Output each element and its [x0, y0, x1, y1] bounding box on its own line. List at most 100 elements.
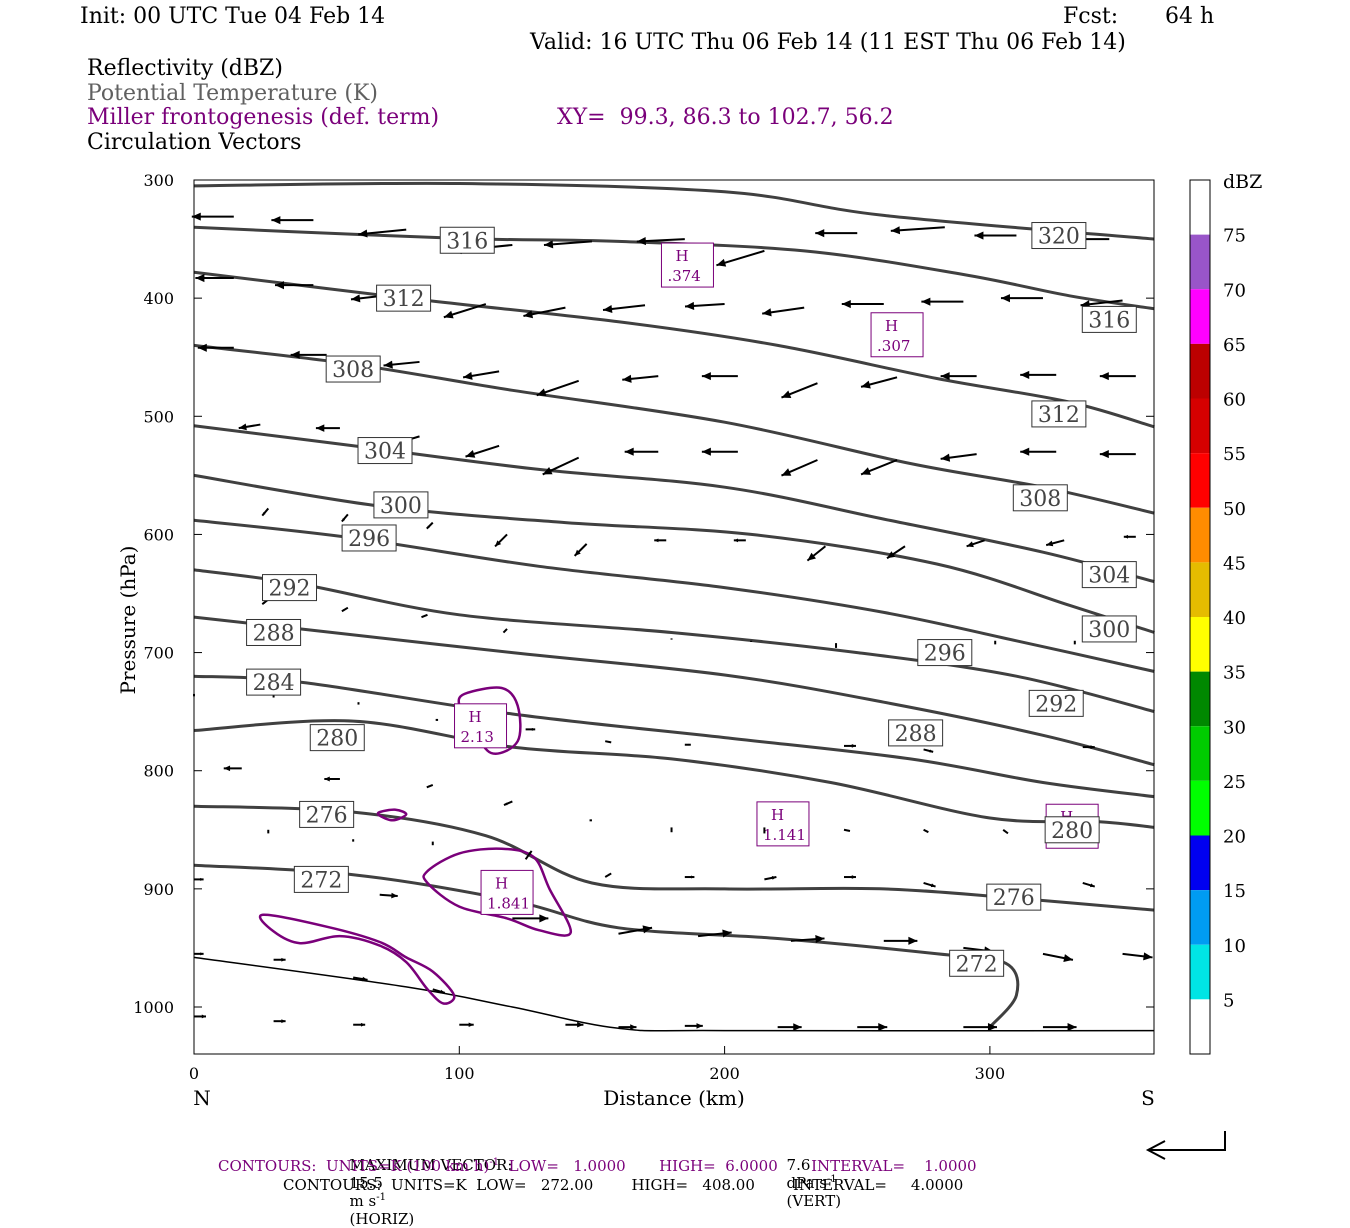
contours-purple-units: CONTOURS: UNITS=K (100 km h) [218, 1157, 490, 1175]
x-tick-label: 300 [975, 1064, 1006, 1083]
circulation-vector [573, 543, 588, 557]
colorbar-segment [1190, 890, 1210, 945]
theta-label-296: 296 [917, 639, 973, 667]
vector-head [940, 453, 951, 462]
theta-label-text: 308 [1019, 487, 1061, 512]
theta-label-box [949, 949, 1005, 977]
circulation-vector [974, 231, 1017, 240]
theta-label-box [1081, 561, 1137, 589]
circulation-vector [379, 892, 398, 899]
circulation-vector [790, 935, 825, 944]
vector-head [341, 609, 345, 612]
vector-head [267, 832, 269, 834]
colorbar-label: 70 [1223, 280, 1246, 301]
circulation-vector [426, 783, 434, 789]
theta-contour-304 [193, 424, 1155, 584]
theta-label-text: 284 [253, 671, 295, 696]
circulation-vector [684, 875, 695, 879]
circulation-vector [781, 459, 818, 477]
legend-theta: Potential Temperature (K) [87, 81, 378, 106]
vector-head [1005, 831, 1008, 834]
circulation-vector [963, 1023, 997, 1032]
fronto-max-h: H [469, 708, 482, 726]
vector-head [503, 630, 506, 633]
vector-head [360, 1022, 366, 1027]
colorbar-label: 50 [1223, 499, 1246, 520]
vector-head [1099, 450, 1109, 459]
theta-label-292: 292 [262, 574, 318, 602]
theta-label-box [1081, 615, 1137, 643]
vector-head [1046, 540, 1054, 547]
circulation-vector [341, 513, 349, 523]
theta-label-text: 272 [956, 952, 998, 977]
vector-head [930, 883, 936, 888]
circulation-vector [602, 304, 646, 314]
theta-label-text: 312 [1038, 403, 1080, 428]
colorbar-segment [1190, 343, 1210, 399]
colorbar-label: 20 [1223, 827, 1246, 848]
fronto-max-label: H 1.841 [480, 869, 534, 915]
colorbar: 5 10 15 20 25 30 35 40 45 50 55 60 65 70 75 dBZ [1189, 171, 1262, 1055]
vector-head [1143, 952, 1153, 961]
vector-head [940, 372, 950, 381]
axes: 300 400 500 600 700 800 900 1000 0 100 200 300 Dista… [116, 171, 1155, 1110]
colorbar-segment [1190, 835, 1210, 891]
theta-contour-312 [193, 270, 1155, 429]
circulation-vector [1082, 881, 1096, 888]
circulation-vector [431, 841, 434, 846]
max-vector-label: MAXIMUM VECTOR: [349, 1156, 513, 1174]
legend-reflectivity: Reflectivity (dBZ) [87, 56, 283, 81]
circulation-vector [194, 877, 204, 881]
theta-label-box [262, 574, 318, 602]
circulation-vector [806, 545, 827, 562]
circulation-vector [197, 343, 234, 352]
circulation-vector [940, 372, 977, 381]
colorbar-label: 55 [1223, 444, 1246, 465]
vector-head [350, 294, 361, 303]
theta-label-280: 280 [309, 724, 365, 752]
vector-head [528, 850, 532, 855]
theta-label-text: 280 [1051, 819, 1093, 844]
vector-head [197, 343, 207, 352]
theta-contour-320 [193, 181, 1155, 241]
vector-head [624, 447, 634, 456]
vector-head [421, 615, 424, 618]
theta-label-box [246, 668, 302, 696]
colorbar-label: 30 [1223, 717, 1246, 738]
valid-time: Valid: 16 UTC Thu 06 Feb 14 (11 EST Thu … [530, 30, 1126, 55]
circulation-vector [1042, 1023, 1077, 1032]
theta-label-box [341, 524, 397, 552]
vector-head [1090, 745, 1095, 749]
circulation-vector [843, 875, 856, 879]
vector-head [974, 231, 984, 240]
vector-head [574, 549, 581, 556]
south-label: S [1141, 1086, 1155, 1110]
circulation-vector [1042, 952, 1074, 963]
colorbar-segment [1190, 780, 1210, 836]
theta-label-box [1081, 305, 1137, 333]
vector-head [273, 696, 275, 698]
circulation-vector [1123, 534, 1136, 539]
y-tick-label: 600 [143, 525, 174, 544]
vector-head [274, 281, 284, 290]
vector-head [685, 301, 695, 310]
vector-head [1020, 447, 1030, 456]
vector-head [223, 765, 231, 772]
vector-head [426, 525, 430, 529]
vector-head [841, 300, 851, 309]
theta-label-text: 300 [1088, 618, 1130, 643]
theta-label-box [1031, 400, 1087, 428]
fronto-contour [376, 808, 408, 822]
circulation-vector [670, 827, 673, 833]
circulation-vector [267, 829, 270, 834]
x-tick-label: 200 [709, 1064, 740, 1083]
theta-label-box [325, 355, 381, 383]
vector-head [861, 380, 871, 389]
legend-xy: XY= 99.3, 86.3 to 102.7, 56.2 [557, 105, 894, 130]
circulation-vector [684, 1023, 703, 1029]
circulation-vector [465, 444, 500, 458]
vector-head [781, 390, 792, 399]
theta-contour-296 [193, 518, 1155, 673]
y-tick-label: 400 [143, 289, 174, 308]
